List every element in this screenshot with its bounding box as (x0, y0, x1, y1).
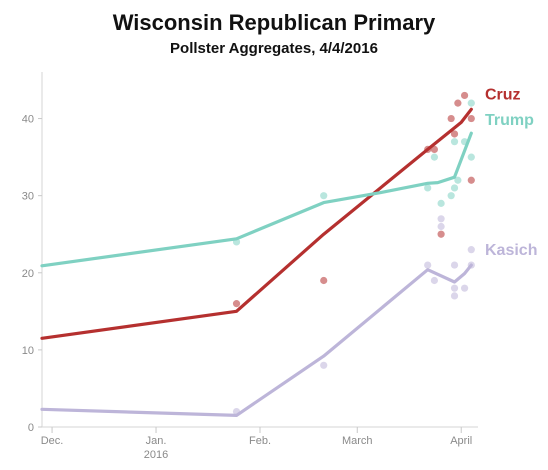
trend-line-cruz (40, 107, 473, 340)
poll-point-kasich (320, 361, 328, 369)
poll-point-trump (430, 153, 438, 161)
series-label-trump: Trump (485, 112, 534, 129)
poll-point-trump (437, 199, 445, 207)
x-tick-label: Dec. (41, 435, 64, 447)
poll-point-kasich (467, 246, 475, 254)
poll-point-kasich (450, 284, 459, 292)
poll-point-trump (450, 138, 459, 146)
poll-point-trump (447, 192, 455, 200)
series-labels: Cruz Trump Kasich (485, 86, 537, 259)
poll-point-trump (454, 176, 462, 184)
poll-point-kasich (424, 261, 432, 269)
poll-point-cruz (437, 230, 445, 238)
poll-point-cruz (232, 300, 241, 308)
poll-point-trump (320, 192, 328, 200)
chart-title: Wisconsin Republican Primary (113, 10, 436, 35)
poll-point-kasich (450, 261, 459, 269)
x-tick-label: April (450, 435, 472, 447)
y-tick-label: 0 (28, 422, 34, 434)
poll-point-cruz (454, 99, 462, 107)
series-label-cruz: Cruz (485, 86, 521, 103)
poll-point-cruz (447, 114, 455, 123)
poll-point-trump (450, 184, 459, 192)
y-tick-label: 10 (22, 345, 34, 357)
poll-point-cruz (467, 114, 475, 123)
poll-point-kasich (460, 284, 469, 292)
poll-point-cruz (467, 176, 475, 184)
trend-lines (40, 107, 473, 417)
x-tick-label: March (342, 435, 373, 447)
poll-point-kasich (450, 292, 459, 300)
poll-point-cruz (460, 91, 469, 100)
x-tick-label: Jan. (146, 435, 167, 447)
poll-point-kasich (430, 276, 438, 285)
y-tick-label: 20 (22, 268, 34, 280)
y-tick-label: 40 (22, 114, 34, 126)
poll-point-kasich (437, 215, 445, 223)
poll-point-kasich (437, 222, 445, 231)
x-tick-label: Feb. (249, 435, 271, 447)
series-label-kasich: Kasich (485, 242, 537, 259)
poll-point-cruz (430, 145, 438, 153)
axes: 0 10 20 30 40 Dec. Jan. 2016 Feb. March April (22, 72, 478, 461)
poll-point-trump (424, 184, 432, 192)
trend-line-trump (40, 131, 473, 268)
chart-subtitle: Pollster Aggregates, 4/4/2016 (170, 40, 378, 57)
y-tick-label: 30 (22, 191, 34, 203)
poll-point-cruz (450, 130, 459, 138)
trend-line-kasich (40, 263, 473, 417)
poll-point-trump (467, 153, 475, 161)
poll-point-cruz (320, 276, 328, 285)
x-tick-sublabel: 2016 (144, 449, 168, 461)
poll-point-trump (467, 99, 475, 107)
